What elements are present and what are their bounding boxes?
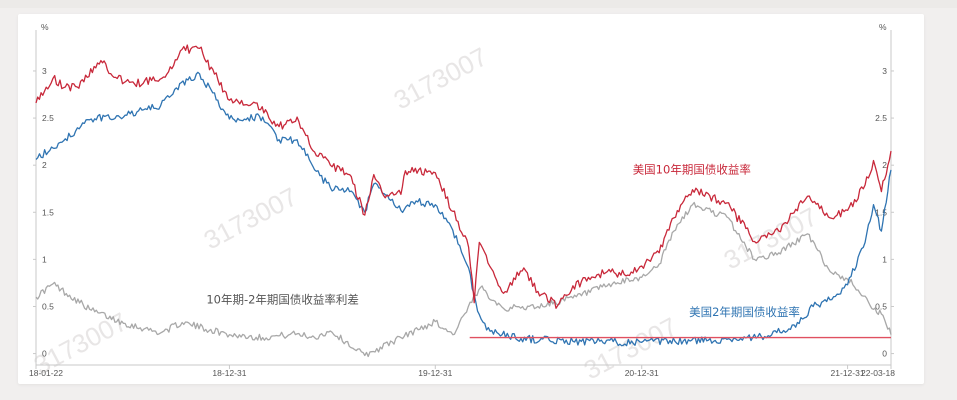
- chart-card: [18, 14, 924, 384]
- y-tick-label-left: 1.5: [42, 207, 54, 217]
- y-tick-label-right: 0.5: [875, 301, 887, 311]
- x-tick-label: 22-03-18: [861, 368, 895, 378]
- y-tick-label-left: 3: [42, 66, 47, 76]
- top-strip: [0, 0, 957, 8]
- y-tick-label-left: 2.5: [42, 113, 54, 123]
- label-10y-series: 美国10年期国债收益率: [633, 163, 751, 177]
- y-tick-label-left: 0.5: [42, 301, 54, 311]
- series-lines: [35, 44, 892, 358]
- label-2y-series: 美国2年期国债收益率: [689, 305, 800, 319]
- y-unit-left: %: [41, 22, 49, 32]
- watermark-text: 3173007: [199, 181, 302, 255]
- watermark-text: 3173007: [389, 41, 492, 115]
- y-unit-right: %: [879, 22, 887, 32]
- y-tick-label-right: 3: [882, 66, 887, 76]
- x-tick-label: 18-01-22: [29, 368, 63, 378]
- y-tick-label-left: 2: [42, 160, 47, 170]
- series-spread-line: [35, 201, 892, 358]
- y-tick-label-right: 2: [882, 160, 887, 170]
- y-tick-label-right: 2.5: [875, 113, 887, 123]
- label-spread-series: 10年期-2年期国债收益率利差: [206, 293, 359, 307]
- x-tick-label: 21-12-31: [831, 368, 865, 378]
- series-2y-line: [35, 71, 892, 347]
- y-tick-label-left: 1: [42, 254, 47, 264]
- y-tick-label-left: 0: [42, 349, 47, 359]
- y-tick-label-right: 0: [882, 349, 887, 359]
- y-tick-label-right: 1.5: [875, 207, 887, 217]
- watermark-text: 3173007: [719, 201, 822, 275]
- y-tick-label-right: 1: [882, 254, 887, 264]
- x-tick-label: 18-12-31: [212, 368, 246, 378]
- series-10y-line: [35, 44, 892, 309]
- axes: % % 0 0 0.5 0.5 1 1 1.5 1.5 2 2 2.5 2.5 3 3 18-01-22 18-1…: [29, 22, 895, 378]
- x-tick-label: 19-12-31: [418, 368, 452, 378]
- x-tick-label: 20-12-31: [625, 368, 659, 378]
